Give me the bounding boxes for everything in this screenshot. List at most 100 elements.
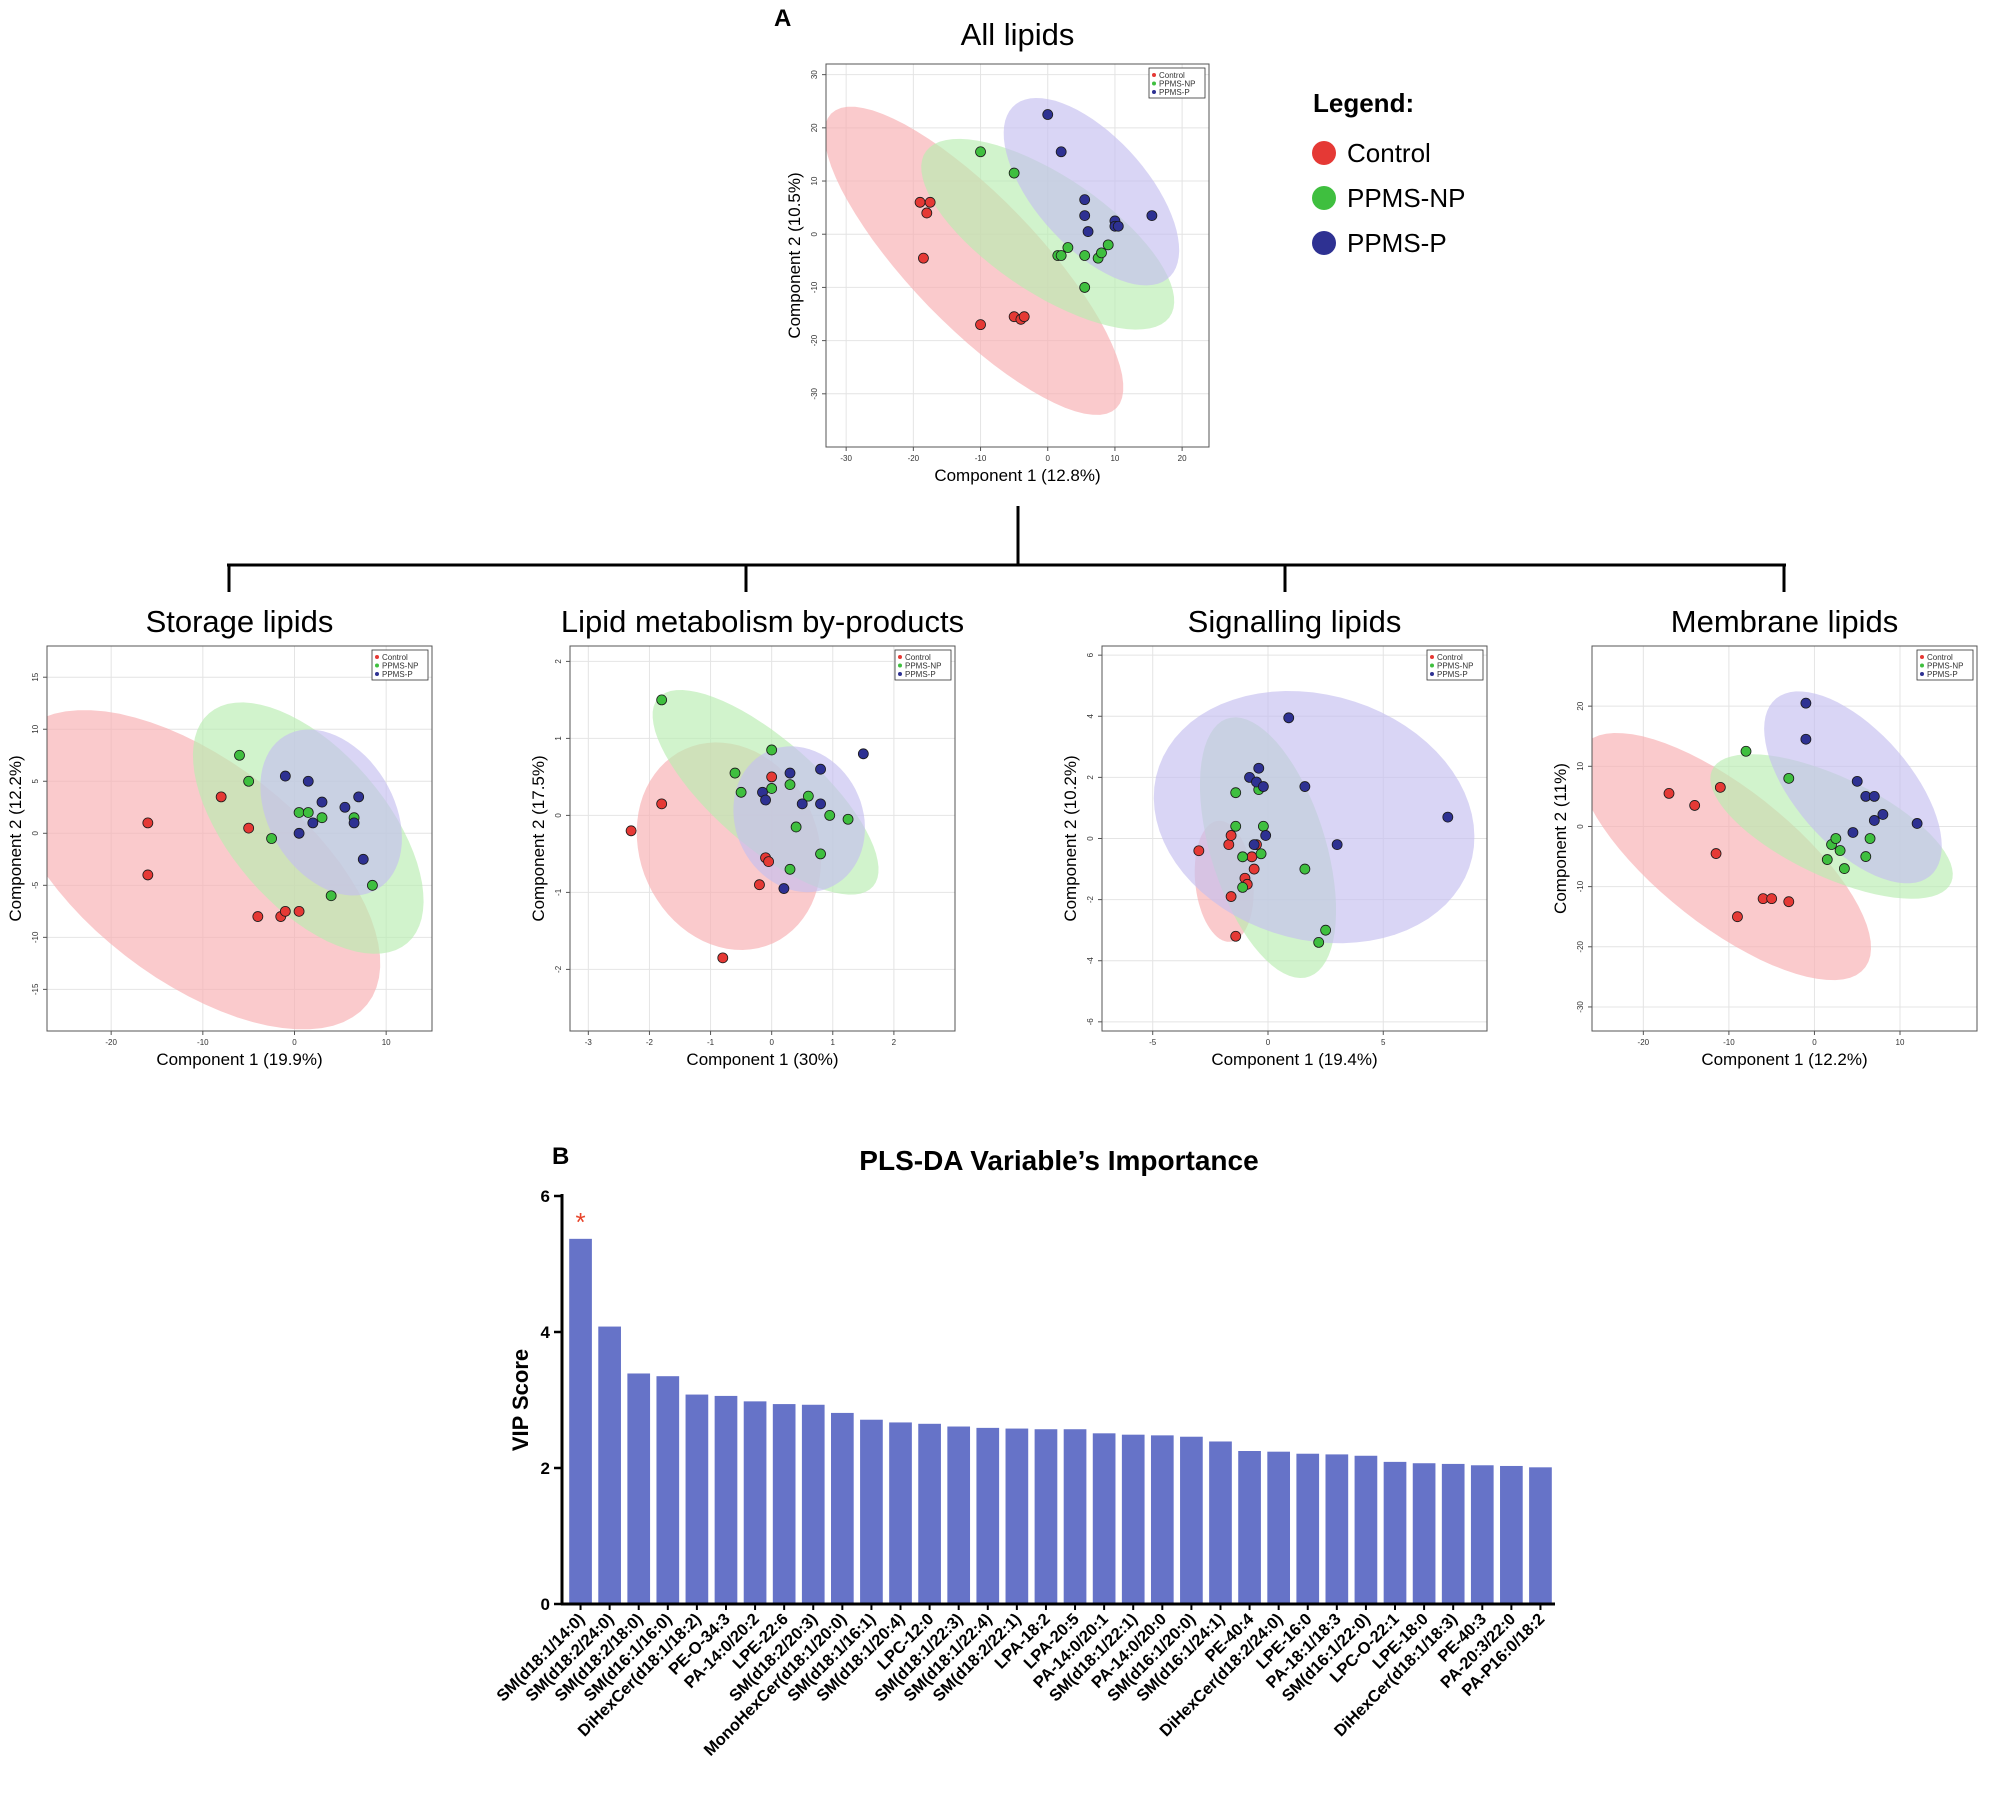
y-axis-label-signalling: Component 2 (10.2%) (1061, 755, 1080, 921)
data-point-control (717, 952, 729, 964)
data-point-ppms-p (1877, 809, 1889, 820)
data-point-control (975, 319, 986, 331)
data-point-ppms-p (1800, 697, 1812, 709)
data-point-ppms-np (1230, 820, 1242, 832)
plot-title-all: All lipids (961, 17, 1075, 52)
legend-entry-control: Control (905, 653, 931, 662)
data-point-ppms-p (1082, 226, 1094, 237)
x-tick-label: -30 (840, 454, 852, 463)
legend-dot-ppms-np (1152, 81, 1156, 86)
x-tick-label: 1 (831, 1038, 836, 1047)
y-tick-label: -2 (554, 965, 563, 973)
plot-frame-storage (46, 645, 433, 1032)
y-tick-label: -10 (31, 931, 40, 943)
plot-title-metabolism: Lipid metabolism by-products (561, 604, 964, 639)
data-point-control (1732, 911, 1743, 923)
data-point-ppms-np (302, 807, 314, 818)
data-point-ppms-p (1260, 830, 1272, 841)
data-point-ppms-p (279, 770, 291, 782)
data-point-ppms-p (1851, 775, 1863, 787)
vip-bar (1354, 1455, 1378, 1604)
data-point-control (1225, 891, 1237, 902)
data-point-ppms-p (1055, 146, 1067, 158)
data-point-control (914, 196, 926, 208)
x-axis-label-metabolism: Component 1 (30%) (686, 1050, 838, 1069)
y-tick-label: 10 (1576, 761, 1585, 770)
data-point-ppms-p (1283, 712, 1295, 724)
data-point-control (215, 791, 227, 803)
data-point-ppms-np (1783, 772, 1795, 784)
vip-bar (830, 1412, 854, 1604)
data-point-ppms-np (735, 786, 747, 798)
x-tick-label: -20 (105, 1038, 117, 1047)
data-point-ppms-np (1257, 820, 1269, 832)
scatter-plot-storage: Storage lipids -20 -10 0 10 -15 -10 -5 0 5 10 15 Com… (6, 604, 433, 1069)
data-point-ppms-np (1237, 851, 1249, 863)
y-tick-label: 2 (1086, 775, 1095, 780)
x-tick-label: -10 (197, 1038, 209, 1047)
data-point-ppms-p (302, 775, 314, 787)
vip-bar (1121, 1434, 1145, 1604)
data-point-ppms-p (1911, 818, 1923, 829)
y-axis-label-membrane: Component 2 (11%) (1551, 763, 1570, 914)
vip-bar (1209, 1441, 1232, 1604)
data-point-ppms-p (1800, 733, 1812, 745)
x-tick-label: 20 (1178, 454, 1187, 463)
data-point-ppms-np (1834, 845, 1846, 856)
vip-bar (801, 1404, 825, 1604)
y-tick-label: 2 (541, 1459, 550, 1478)
vip-bar (714, 1395, 738, 1604)
x-tick-label: 5 (1381, 1038, 1386, 1047)
data-point-ppms-np (1740, 745, 1752, 757)
legend-marker-control (1312, 141, 1336, 165)
y-tick-label: 0 (554, 813, 563, 818)
x-tick-label: -20 (908, 454, 920, 463)
vip-bar (1092, 1433, 1116, 1604)
legend-dot-ppms-p (898, 672, 902, 676)
data-point-ppms-p (1868, 790, 1880, 802)
data-point-ppms-p (1868, 815, 1880, 826)
data-point-ppms-np (1320, 924, 1332, 936)
confidence-ellipse-ppms-p (1003, 98, 1180, 286)
data-point-control (918, 252, 929, 264)
data-point-control (1246, 851, 1258, 863)
data-point-ppms-np (367, 879, 378, 891)
legend-marker-ppms-p (1312, 231, 1336, 255)
legend-dot-ppms-p (375, 672, 379, 676)
data-point-ppms-p (307, 817, 319, 829)
vip-bar (1180, 1436, 1203, 1604)
legend-entry-ppms-p: PPMS-P (1927, 670, 1958, 679)
data-point-ppms-np (1096, 247, 1107, 259)
confidence-ellipse-control (1592, 733, 1871, 981)
x-axis-label-all: Component 1 (12.8%) (934, 466, 1100, 485)
confidence-ellipse-ppms-p (1153, 691, 1475, 944)
legend-entry-ppms-np: PPMS-NP (905, 661, 941, 670)
data-point-ppms-p (760, 794, 771, 806)
y-tick-label: 0 (1086, 836, 1095, 841)
y-tick-label: 10 (31, 724, 40, 733)
y-tick-label: 0 (1576, 824, 1585, 829)
vip-bar (860, 1419, 883, 1604)
significance-star: * (575, 1207, 585, 1237)
data-point-ppms-np (1830, 833, 1842, 844)
y-tick-label: 0 (31, 831, 40, 836)
x-tick-label: -10 (1723, 1038, 1735, 1047)
legend-dot-ppms-np (1920, 663, 1924, 668)
y-tick-label: -6 (1086, 1018, 1095, 1026)
data-point-control (1193, 845, 1205, 857)
x-tick-label: 10 (1110, 454, 1119, 463)
y-axis-label-storage: Component 2 (12.2%) (6, 755, 25, 921)
legend-label-ppms-p: PPMS-P (1347, 228, 1447, 258)
scatter-plot-membrane: Membrane lipids -20 -10 0 10 -30 -20 -10 0 10 20 Co… (1551, 604, 1978, 1069)
data-point-ppms-p (293, 827, 305, 839)
y-tick-label: -30 (1576, 1001, 1585, 1013)
confidence-ellipse-control (826, 106, 1124, 415)
scatter-plot-all: All lipids -30 -20 -10 0 10 20 -30 -20 -10 0 10 20 30… (785, 17, 1210, 485)
x-tick-label: 0 (1266, 1038, 1271, 1047)
legend-title: Legend: (1313, 88, 1414, 118)
group-legend: Legend: Control PPMS-NP PPMS-P (1312, 88, 1465, 258)
legend-entry-control: Control (1437, 653, 1463, 662)
legend-entry-ppms-p: PPMS-P (905, 670, 936, 679)
data-point-ppms-p (1079, 194, 1091, 206)
